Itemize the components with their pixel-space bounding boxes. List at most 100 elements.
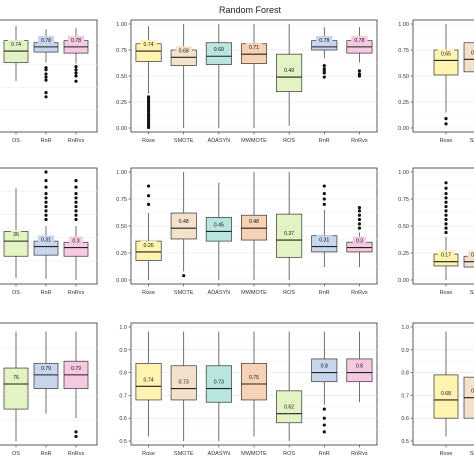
- median-label-bg: [140, 375, 157, 383]
- median-label: 0.3: [356, 239, 363, 245]
- outlier-point: [74, 65, 78, 69]
- x-tick-label: RnRvs: [68, 138, 85, 144]
- box-Rose: 0.26: [135, 184, 162, 280]
- panel-bottom-middle: 0.5 0.6 0.7 0.8 0.9 1.0 0.74 Rose 0.73 SMOTE 0.73 A…: [119, 322, 378, 457]
- median-label-bg: [437, 388, 455, 397]
- median-label: 0.79: [71, 366, 81, 372]
- y-tick-label: 0.50: [398, 74, 409, 80]
- outlier-point: [322, 75, 326, 79]
- box-iqr: [240, 363, 268, 401]
- box-Rose: 0.65: [433, 24, 459, 126]
- x-tick-label: Rose: [440, 290, 453, 296]
- median-label-bg: [67, 363, 85, 372]
- median-label: 76: [13, 375, 19, 381]
- outlier-point: [322, 184, 326, 188]
- x-tick-label: Rose: [142, 290, 155, 296]
- panel-middle-left: 36 OS 0.31 RnR 0.3 RnRvs: [0, 167, 98, 296]
- outlier-point: [44, 75, 48, 79]
- y-tick-label: 0.75: [116, 48, 127, 54]
- box-iqr: [170, 212, 197, 240]
- outlier-point: [44, 209, 48, 213]
- outlier-point: [74, 430, 78, 434]
- x-tick-label: Rose: [440, 451, 453, 457]
- median-label-bg: [352, 361, 367, 370]
- median-label: 0.73: [179, 380, 189, 386]
- outlier-point: [357, 209, 362, 213]
- box-iqr: [276, 53, 303, 92]
- box-MWMOTE: 0.75: [240, 331, 268, 437]
- panel-top-right: 0.00 0.25 0.50 0.75 1.00 0.65 Rose 0.66 SMO: [398, 19, 474, 144]
- y-tick-label: 1.0: [401, 325, 409, 331]
- y-tick-label: 0.25: [116, 251, 127, 257]
- y-tick-label: 1.00: [116, 22, 127, 28]
- median-label: 0.49: [284, 68, 294, 74]
- x-tick-label: OS: [12, 138, 20, 144]
- y-tick-label: 1.0: [119, 325, 127, 331]
- box-ADASYN: 0.45: [205, 182, 232, 280]
- box-RnR: 0.79: [33, 331, 59, 414]
- outlier-point: [44, 217, 48, 222]
- median-label: 0.79: [41, 366, 51, 372]
- median-label: 0.74: [144, 42, 154, 48]
- box-RnR: 0.8: [311, 331, 338, 434]
- x-tick-label: MWMOTE: [241, 138, 267, 144]
- box-Rose: 0.68: [433, 331, 459, 437]
- median-label: 0.31: [41, 238, 51, 244]
- outlier-point: [444, 222, 448, 226]
- box-MWMOTE: 0.71: [240, 24, 268, 128]
- figure-title: Random Forest: [219, 5, 282, 15]
- panel-center: 0.00 0.25 0.50 0.75 1.00 0.26 Rose 0.48 SMOTE 0.4…: [116, 167, 378, 296]
- x-tick-label: OS: [12, 451, 20, 457]
- x-tick-label: RnRvs: [351, 138, 368, 144]
- box-RnRvs: 0.79: [63, 331, 89, 439]
- x-tick-label: OS: [12, 290, 20, 296]
- median-label-bg: [140, 40, 157, 48]
- outlier-point: [74, 179, 78, 183]
- outlier-point: [322, 423, 326, 427]
- y-tick-label: 0.6: [119, 416, 127, 422]
- box-RnRvs: 0.3: [346, 206, 373, 268]
- median-label-bg: [316, 235, 333, 244]
- box-SMOTE: 0.69: [463, 376, 474, 419]
- outlier-point: [444, 204, 448, 209]
- outlier-point: [322, 71, 326, 75]
- median-label-bg: [437, 49, 455, 57]
- median-label: 0.3: [72, 239, 79, 245]
- outlier-point: [182, 274, 186, 278]
- outlier-point: [74, 185, 78, 189]
- median-label-bg: [10, 230, 22, 238]
- outlier-point: [357, 222, 362, 226]
- outlier-point: [444, 213, 448, 217]
- outlier-point: [74, 209, 78, 213]
- y-tick-label: 0.50: [398, 224, 409, 230]
- outlier-point: [74, 192, 78, 196]
- outlier-point: [44, 91, 48, 95]
- outlier-point: [44, 170, 48, 174]
- box-ROS: 0.74: [3, 26, 29, 82]
- median-label: 0.17: [471, 253, 474, 259]
- median-label: 0.8: [321, 364, 328, 370]
- outlier-point: [322, 407, 326, 411]
- x-tick-label: RnR: [40, 290, 51, 296]
- outlier-point: [444, 217, 448, 222]
- y-tick-label: 0.00: [116, 278, 127, 284]
- median-label-bg: [37, 363, 55, 372]
- median-label-bg: [245, 217, 263, 225]
- median-label: 0.78: [354, 38, 364, 44]
- median-label-bg: [245, 43, 263, 51]
- outlier-point: [44, 95, 48, 99]
- outlier-point: [322, 197, 326, 201]
- outlier-point: [322, 202, 326, 206]
- median-label: 0.69: [214, 47, 224, 53]
- box-ADASYN: 0.73: [205, 331, 232, 441]
- median-label-bg: [175, 46, 192, 54]
- median-label-bg: [140, 240, 157, 249]
- box-SMOTE: 0.68: [170, 24, 197, 128]
- median-label-bg: [351, 35, 368, 44]
- outlier-point: [444, 186, 448, 190]
- outlier-point: [146, 194, 151, 198]
- y-tick-label: 0.50: [116, 224, 127, 230]
- box-SMOTE: 0.73: [170, 331, 197, 441]
- x-tick-label: ROS: [283, 451, 295, 457]
